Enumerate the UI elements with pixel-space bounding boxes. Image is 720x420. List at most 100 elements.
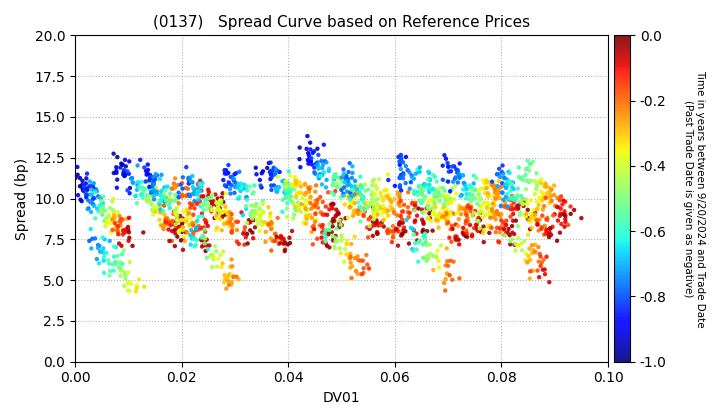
Point: [460, 220, 472, 227]
Point: [397, 230, 408, 237]
Point: [110, 259, 122, 266]
Point: [497, 162, 508, 169]
Point: [419, 181, 431, 188]
Point: [287, 199, 298, 205]
Point: [264, 169, 276, 176]
Point: [349, 255, 361, 262]
Point: [252, 221, 264, 228]
Point: [283, 168, 294, 175]
Point: [487, 207, 498, 214]
Point: [212, 224, 223, 231]
Point: [172, 182, 184, 189]
Point: [80, 191, 91, 198]
Point: [317, 172, 328, 178]
Point: [537, 206, 549, 213]
Point: [430, 213, 441, 219]
Point: [346, 198, 358, 205]
Point: [188, 190, 199, 197]
Point: [474, 207, 486, 214]
Point: [98, 257, 109, 264]
Point: [185, 178, 197, 185]
Point: [289, 182, 301, 189]
Point: [336, 222, 348, 228]
Point: [131, 282, 143, 289]
Point: [291, 207, 302, 214]
Point: [280, 178, 292, 185]
Point: [362, 186, 374, 193]
Point: [171, 211, 182, 218]
Point: [221, 171, 233, 177]
Point: [377, 217, 389, 224]
Point: [148, 179, 159, 186]
Point: [440, 199, 451, 205]
Point: [335, 250, 346, 257]
Point: [505, 180, 517, 187]
Point: [393, 201, 405, 207]
Point: [286, 181, 297, 187]
Point: [445, 226, 456, 233]
Point: [508, 218, 519, 224]
Point: [405, 179, 417, 186]
Point: [156, 197, 168, 203]
Point: [534, 274, 545, 281]
Point: [394, 175, 405, 181]
Point: [387, 234, 399, 241]
Point: [512, 185, 523, 192]
Point: [392, 154, 404, 160]
Point: [191, 237, 202, 244]
Point: [289, 174, 300, 181]
Point: [257, 198, 269, 205]
Point: [482, 190, 494, 197]
Point: [379, 187, 390, 194]
Point: [533, 202, 544, 208]
Point: [443, 168, 454, 175]
Point: [504, 195, 516, 202]
Point: [299, 202, 310, 209]
Point: [369, 182, 381, 189]
Point: [515, 199, 526, 205]
Point: [267, 238, 279, 244]
Point: [211, 212, 222, 218]
Point: [489, 182, 500, 189]
Point: [423, 255, 434, 262]
Point: [86, 192, 97, 198]
Point: [162, 215, 174, 222]
Point: [477, 228, 488, 235]
Point: [431, 216, 443, 223]
Point: [517, 200, 528, 207]
Point: [333, 175, 344, 181]
Point: [307, 241, 318, 248]
Point: [517, 177, 528, 184]
Point: [372, 231, 383, 237]
Point: [546, 197, 557, 204]
Point: [418, 187, 429, 194]
Point: [346, 174, 358, 181]
Point: [160, 187, 171, 194]
Point: [555, 205, 567, 212]
Point: [117, 216, 129, 223]
Point: [196, 237, 207, 244]
Point: [227, 222, 238, 228]
Point: [327, 223, 338, 230]
Point: [523, 253, 534, 260]
Point: [526, 213, 537, 220]
Point: [425, 197, 436, 204]
Point: [249, 210, 261, 217]
Point: [271, 188, 283, 195]
Point: [434, 198, 446, 205]
Point: [294, 156, 305, 163]
Point: [123, 215, 135, 221]
Point: [330, 188, 341, 194]
Point: [500, 185, 512, 192]
Point: [210, 214, 222, 220]
Point: [186, 220, 198, 226]
Point: [248, 213, 260, 219]
Point: [408, 188, 420, 194]
Point: [113, 264, 125, 270]
Point: [503, 196, 514, 202]
Point: [280, 193, 292, 199]
Point: [253, 212, 265, 218]
Point: [183, 180, 194, 187]
Point: [397, 172, 409, 178]
Point: [415, 183, 427, 189]
